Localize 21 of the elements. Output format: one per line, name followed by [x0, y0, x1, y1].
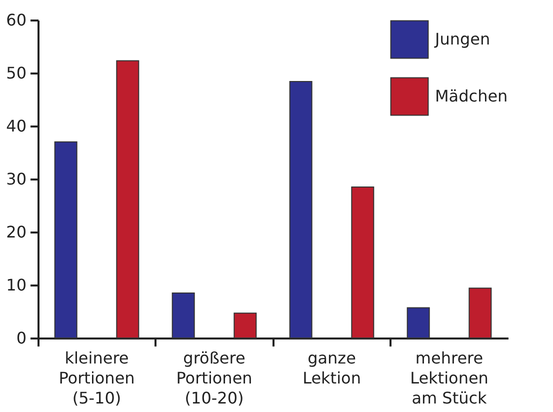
x-tick-label: kleinere Portionen (5-10): [58, 348, 135, 408]
y-tick-label: 10: [6, 276, 26, 294]
x-tick-label: ganze Lektion: [302, 348, 361, 388]
bar: [406, 307, 430, 338]
bar: [468, 288, 492, 338]
bar: [172, 292, 195, 338]
bar: [234, 312, 257, 338]
x-tick-label: mehrere Lektionen am Stück: [410, 348, 488, 408]
bar: [289, 80, 312, 338]
bar: [54, 141, 78, 338]
bar: [351, 186, 374, 338]
y-tick-label: 0: [16, 328, 26, 348]
legend-label: Jungen: [434, 30, 490, 48]
bar: [116, 60, 140, 338]
y-tick-label: 40: [6, 116, 26, 136]
y-tick-label: 20: [6, 222, 26, 242]
x-tick-label: größere Portionen (10-20): [176, 348, 252, 408]
y-tick-label: 50: [6, 64, 26, 82]
y-tick-label: 30: [6, 170, 26, 188]
legend-label: Mädchen: [435, 86, 508, 106]
y-tick-label: 60: [6, 10, 26, 30]
